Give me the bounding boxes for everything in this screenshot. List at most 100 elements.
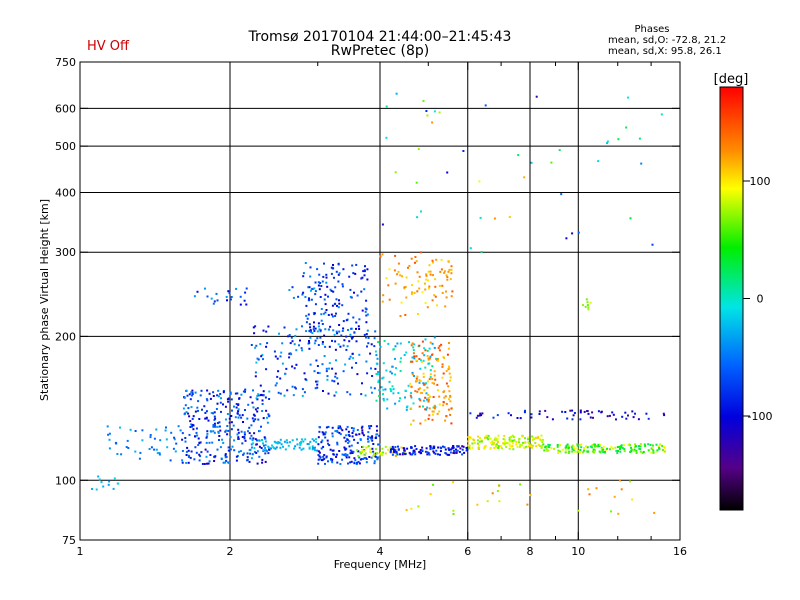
data-point	[399, 274, 402, 277]
data-point	[254, 375, 257, 378]
data-point	[561, 448, 564, 451]
data-point	[191, 394, 193, 397]
x-tick-label: 8	[527, 545, 534, 558]
data-point	[439, 450, 442, 453]
data-point	[292, 394, 295, 397]
data-point	[379, 345, 382, 348]
data-point	[448, 268, 451, 271]
data-point	[325, 456, 328, 459]
data-point	[564, 411, 567, 413]
data-point	[347, 329, 349, 331]
data-point	[508, 443, 511, 446]
data-point	[255, 397, 258, 400]
data-point	[324, 293, 327, 296]
data-point	[443, 396, 446, 399]
data-point	[311, 448, 314, 451]
data-point	[309, 440, 312, 443]
data-point	[610, 446, 613, 448]
data-point	[422, 399, 425, 402]
data-point	[446, 276, 449, 278]
data-point	[357, 454, 360, 457]
data-point	[333, 276, 335, 279]
data-point	[448, 390, 451, 393]
data-point	[545, 448, 548, 451]
data-point	[449, 278, 452, 281]
data-point	[365, 461, 368, 464]
data-point	[316, 371, 319, 374]
data-point	[327, 460, 329, 463]
data-point	[334, 375, 337, 378]
data-point	[341, 429, 344, 432]
data-point	[612, 447, 615, 450]
data-point	[656, 449, 659, 452]
data-point	[415, 359, 418, 362]
data-point	[326, 375, 329, 378]
data-point	[410, 507, 413, 510]
data-point	[343, 453, 346, 456]
data-point	[306, 317, 309, 320]
data-point	[264, 396, 267, 399]
data-point	[328, 367, 330, 370]
data-point	[317, 436, 320, 439]
data-point	[205, 410, 208, 413]
data-point	[331, 315, 334, 318]
data-point	[206, 462, 208, 465]
data-point	[426, 453, 429, 456]
data-point	[526, 503, 529, 506]
data-point	[399, 370, 402, 372]
data-point	[336, 332, 339, 335]
data-point	[375, 362, 378, 365]
data-point	[377, 371, 380, 373]
data-point	[509, 440, 512, 443]
data-point	[423, 354, 426, 357]
data-point	[342, 327, 345, 330]
data-point	[576, 443, 579, 446]
data-point	[287, 444, 290, 447]
data-point	[195, 431, 198, 434]
data-point	[469, 412, 472, 415]
data-point	[365, 456, 367, 459]
data-point	[191, 423, 194, 426]
data-point	[412, 352, 415, 355]
data-point	[478, 180, 481, 183]
data-point	[235, 459, 238, 462]
data-point	[401, 453, 404, 456]
data-point	[468, 437, 471, 440]
data-point	[452, 481, 455, 484]
data-point	[361, 276, 364, 279]
data-point	[273, 440, 276, 443]
data-point	[295, 363, 298, 366]
data-point	[267, 445, 270, 448]
data-point	[593, 443, 596, 446]
data-point	[227, 290, 230, 293]
data-point	[579, 418, 582, 421]
data-point	[325, 309, 328, 311]
data-point	[337, 280, 340, 283]
data-point	[374, 455, 377, 458]
data-point	[413, 375, 415, 377]
data-point	[434, 285, 437, 288]
data-point	[234, 392, 237, 395]
data-point	[190, 406, 193, 409]
data-point	[371, 436, 374, 439]
data-point	[396, 342, 399, 345]
data-point	[561, 410, 564, 413]
data-point	[218, 425, 221, 428]
data-point	[352, 272, 355, 275]
data-point	[617, 138, 620, 141]
data-point	[571, 418, 574, 421]
data-point	[363, 449, 366, 452]
data-point	[197, 409, 199, 412]
data-point	[606, 142, 608, 145]
data-point	[539, 445, 542, 447]
data-point	[199, 394, 202, 397]
data-point	[218, 435, 221, 437]
data-point	[283, 440, 286, 443]
data-point	[453, 450, 456, 453]
data-point	[597, 443, 600, 446]
data-point	[419, 380, 422, 383]
data-point	[598, 445, 601, 447]
data-point	[361, 432, 364, 435]
data-point	[308, 447, 311, 450]
data-point	[368, 425, 370, 428]
